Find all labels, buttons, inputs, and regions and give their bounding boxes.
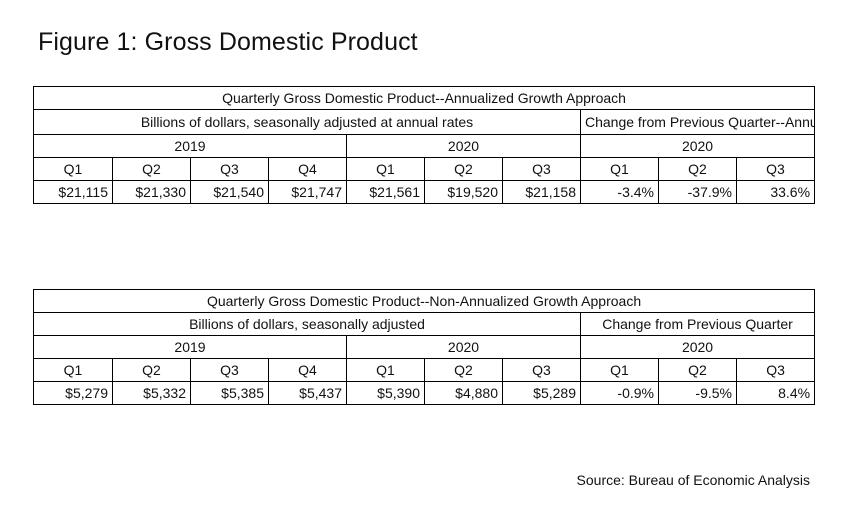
year-header-2020: 2020 [346,335,581,359]
gdp-value-cell: $21,115 [33,180,113,204]
change-value-cell: -0.9% [580,381,659,405]
quarter-header: Q1 [33,358,113,382]
gdp-value-cell: $4,880 [424,381,503,405]
quarter-header-row: Q1 Q2 Q3 Q4 Q1 Q2 Q3 Q1 Q2 Q3 [33,358,816,382]
quarter-header: Q2 [658,358,737,382]
gdp-value-cell: $5,289 [502,381,581,405]
quarter-header: Q1 [580,157,659,181]
change-value-cell: -37.9% [658,180,737,204]
quarter-header: Q1 [346,358,425,382]
level-header: Billions of dollars, seasonally adjusted… [33,109,581,135]
gdp-value-cell: $21,561 [346,180,425,204]
gdp-value-cell: $19,520 [424,180,503,204]
quarter-header: Q4 [268,358,347,382]
annualized-gdp-table: Quarterly Gross Domestic Product--Annual… [32,86,816,204]
change-value-cell: 33.6% [735,180,816,204]
value-row: $5,279 $5,332 $5,385 $5,437 $5,390 $4,88… [33,381,816,405]
level-header: Billions of dollars, seasonally adjusted [33,312,581,336]
gdp-value-cell: $5,385 [190,381,269,405]
gdp-value-cell: $21,330 [112,180,191,204]
gdp-value-cell: $5,390 [346,381,425,405]
quarter-header: Q3 [190,358,269,382]
source-note: Source: Bureau of Economic Analysis [576,472,810,488]
table-title: Quarterly Gross Domestic Product--Non-An… [32,289,816,313]
quarter-header: Q1 [346,157,425,181]
gdp-value-cell: $21,747 [268,180,347,204]
change-value-cell: -3.4% [580,180,659,204]
quarter-header: Q3 [735,358,816,382]
value-row: $21,115 $21,330 $21,540 $21,747 $21,561 … [33,180,816,204]
year-header-2020: 2020 [346,134,581,158]
gdp-value-cell: $5,279 [33,381,113,405]
quarter-header: Q2 [424,358,503,382]
quarter-header: Q3 [735,157,816,181]
gdp-value-cell: $21,158 [502,180,581,204]
quarter-header-row: Q1 Q2 Q3 Q4 Q1 Q2 Q3 Q1 Q2 Q3 [33,157,816,181]
quarter-header: Q4 [268,157,347,181]
year-header-2020-change: 2020 [579,335,816,359]
quarter-header: Q2 [658,157,737,181]
quarter-header: Q2 [112,358,191,382]
quarter-header: Q1 [580,358,659,382]
gdp-value-cell: $5,332 [112,381,191,405]
figure-title: Figure 1: Gross Domestic Product [38,28,418,56]
quarter-header: Q3 [502,358,581,382]
quarter-header: Q3 [190,157,269,181]
quarter-header: Q1 [33,157,113,181]
year-header-2020-change: 2020 [579,134,816,158]
year-header-2019: 2019 [33,134,347,158]
quarter-header: Q2 [424,157,503,181]
change-header: Change from Previous Quarter--Annualized [579,109,816,135]
table-title: Quarterly Gross Domestic Product--Annual… [32,86,816,110]
quarter-header: Q2 [112,157,191,181]
quarter-header: Q3 [502,157,581,181]
change-value-cell: 8.4% [735,381,816,405]
gdp-value-cell: $5,437 [268,381,347,405]
change-value-cell: -9.5% [658,381,737,405]
non-annualized-gdp-table: Quarterly Gross Domestic Product--Non-An… [32,289,816,405]
change-header: Change from Previous Quarter [579,312,816,336]
gdp-value-cell: $21,540 [190,180,269,204]
year-header-2019: 2019 [33,335,347,359]
